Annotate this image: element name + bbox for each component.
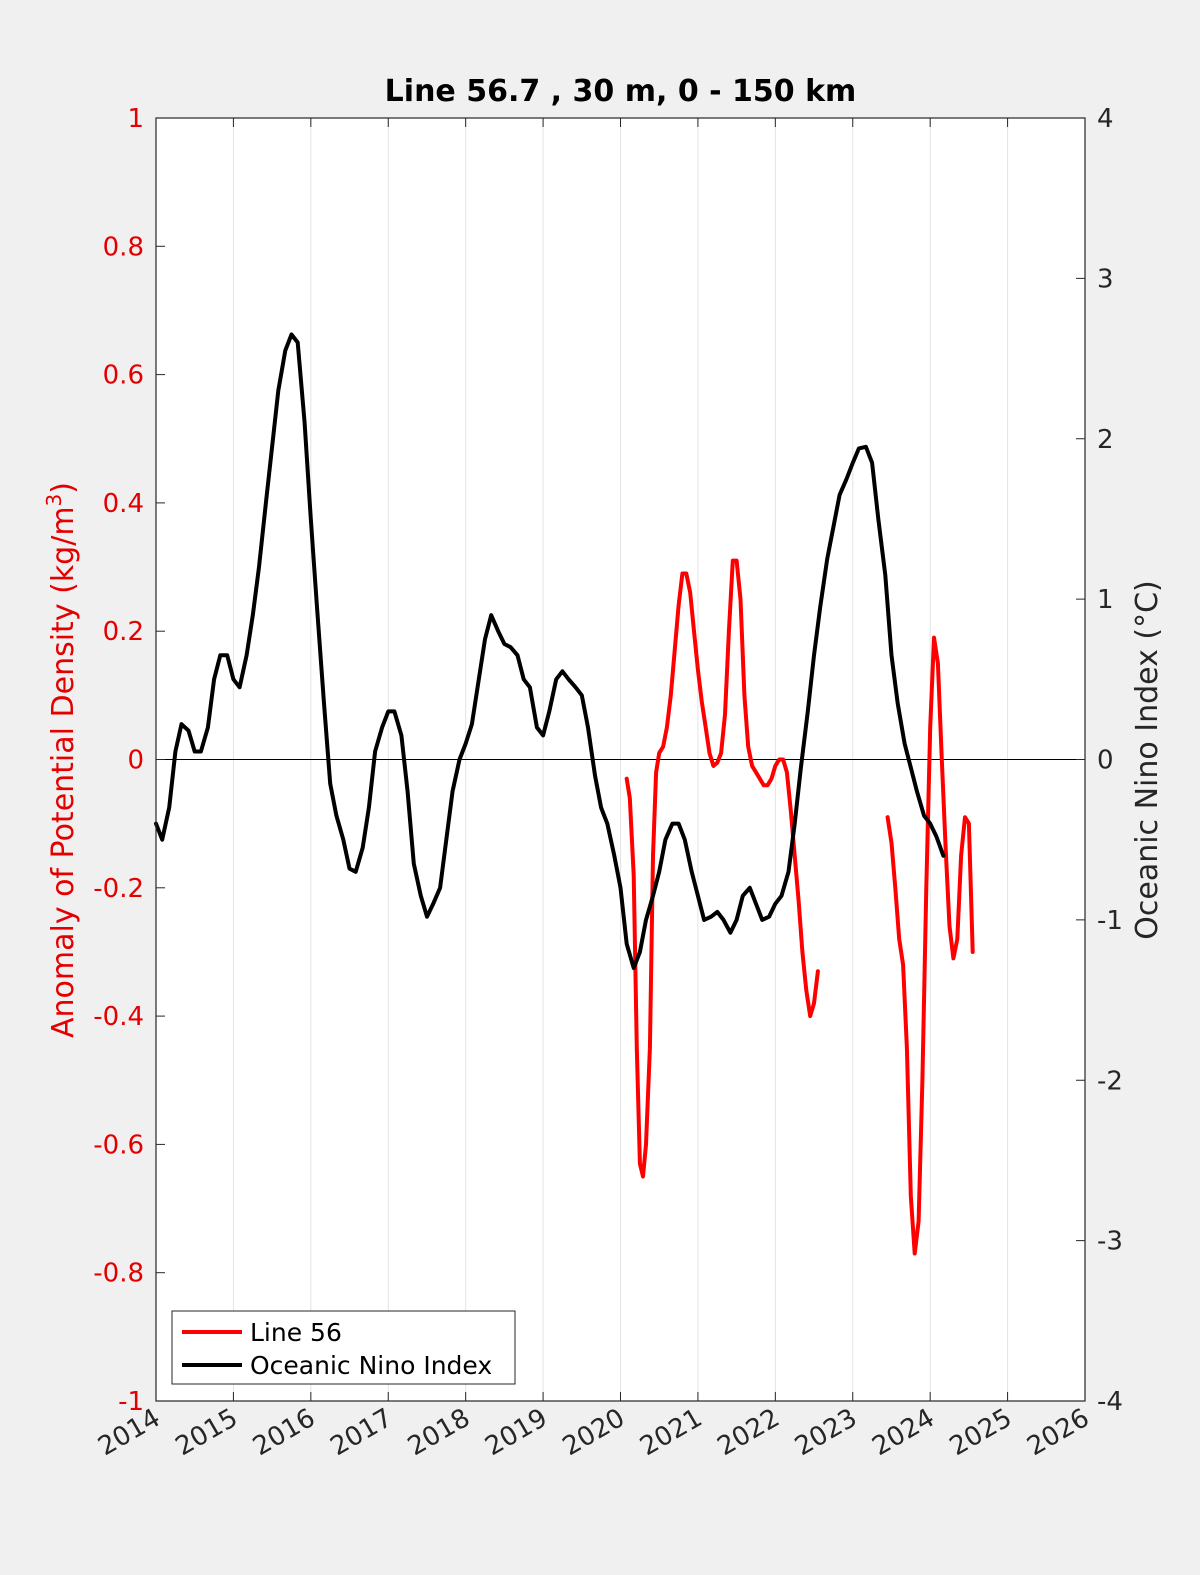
legend-box <box>171 1310 516 1385</box>
right-tick-label: -1 <box>1097 906 1123 936</box>
right-tick-label: -4 <box>1097 1387 1123 1417</box>
legend-label-oni: Oceanic Nino Index <box>250 1351 492 1380</box>
x-tick-label: 2016 <box>248 1403 320 1462</box>
right-tick-label: -3 <box>1097 1227 1123 1257</box>
legend: Line 56 Oceanic Nino Index <box>171 1310 516 1385</box>
left-tick-label: 0.6 <box>103 361 144 391</box>
line56-series-segment-1 <box>624 558 820 1179</box>
right-tick-label: 2 <box>1097 425 1114 455</box>
left-tick-label: 0 <box>127 746 144 776</box>
x-tick-label: 2021 <box>635 1403 707 1462</box>
x-tick-label: 2025 <box>945 1403 1017 1462</box>
x-tick-label: 2023 <box>790 1403 862 1462</box>
left-tick-label: -0.2 <box>93 874 144 904</box>
legend-label-line56: Line 56 <box>250 1318 342 1347</box>
right-tick-label: 0 <box>1097 746 1114 776</box>
left-tick-label: 0.4 <box>103 489 144 519</box>
x-tick-label: 2026 <box>1022 1403 1094 1462</box>
right-tick-label: 3 <box>1097 264 1114 294</box>
left-y-axis: 1 0.8 0.6 0.4 0.2 0 -0.2 -0.4 -0.6 -0.8 -1 <box>93 104 165 1417</box>
x-tick-label: 2019 <box>480 1403 552 1462</box>
x-tick-label: 2015 <box>171 1403 243 1462</box>
right-tick-label: 1 <box>1097 585 1114 615</box>
left-axis-label-superscript: 3 <box>42 494 66 507</box>
x-tick-label: 2024 <box>867 1403 939 1462</box>
x-tick-label: 2017 <box>325 1403 397 1462</box>
left-tick-label: 1 <box>127 104 144 134</box>
right-tick-label: 4 <box>1097 104 1114 134</box>
line56-series-segment-2 <box>885 635 975 1256</box>
right-axis-label: Oceanic Nino Index (°C) <box>1130 580 1165 940</box>
x-tick-label: 2020 <box>558 1403 630 1462</box>
x-tick-label: 2018 <box>403 1403 475 1462</box>
right-tick-label: -2 <box>1097 1066 1123 1096</box>
right-y-axis: 4 3 2 1 0 -1 -2 -3 -4 <box>1076 104 1123 1417</box>
left-axis-label: Anomaly of Potential Density (kg/m3) <box>42 482 81 1038</box>
series-layer <box>154 332 975 1256</box>
chart-title: Line 56.7 , 30 m, 0 - 150 km <box>385 74 857 109</box>
left-tick-label: 0.2 <box>103 617 144 647</box>
left-tick-label: -0.4 <box>93 1002 144 1032</box>
left-tick-label: -1 <box>118 1387 144 1417</box>
oni-series-line <box>154 332 946 970</box>
x-tick-label: 2022 <box>713 1403 785 1462</box>
left-tick-label: -0.6 <box>93 1130 144 1160</box>
left-tick-label: -0.8 <box>93 1259 144 1289</box>
left-tick-label: 0.8 <box>103 232 144 262</box>
